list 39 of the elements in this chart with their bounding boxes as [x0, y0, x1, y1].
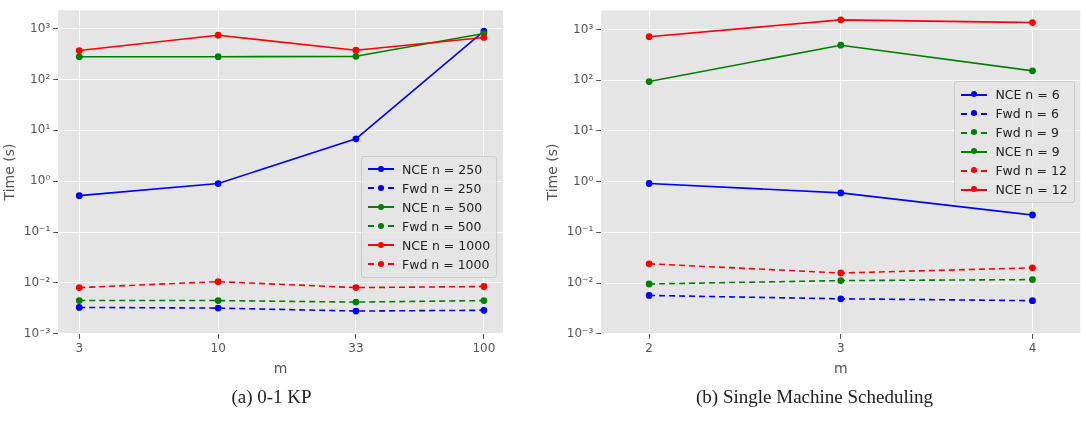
y-tick-label: 10³	[573, 21, 594, 36]
x-tick-label: 33	[348, 341, 364, 356]
legend-label: NCE n = 250	[402, 161, 483, 177]
legend-label: Fwd n = 250	[402, 180, 482, 196]
x-axis-title: m	[833, 360, 848, 377]
legend-label: Fwd n = 1000	[402, 256, 490, 272]
y-tick-label: 10²	[573, 72, 594, 87]
x-tick-label: 10	[210, 341, 226, 356]
y-tick-label: 10¹	[573, 123, 594, 138]
legend-label: NCE n = 12	[995, 182, 1068, 198]
y-axis-title: Time (s)	[544, 143, 561, 202]
y-tick-label: 10³	[30, 20, 51, 35]
y-tick-label: 10⁻¹	[566, 224, 594, 239]
y-tick-label: 10¹	[30, 122, 51, 137]
y-tick-label: 10⁻³	[23, 325, 51, 340]
legend-label: NCE n = 1000	[402, 237, 491, 253]
x-tick-label: 2	[645, 341, 653, 356]
y-tick-label: 10⁰	[573, 173, 594, 188]
text: (a) 0-1 KP	[230, 386, 313, 408]
y-tick-label: 10⁻³	[566, 325, 594, 340]
y-tick-label: 10⁰	[30, 173, 51, 188]
y-axis-title: Time (s)	[1, 143, 18, 202]
x-axis-title: m	[273, 360, 288, 377]
legend-label: Fwd n = 9	[995, 125, 1060, 141]
text: (b) Single Machine Scheduling	[695, 386, 934, 408]
legend-label: Fwd n = 6	[995, 106, 1060, 122]
y-tick-label: 10²	[30, 71, 51, 86]
x-tick-label: 100	[472, 341, 496, 356]
y-tick-label: 10⁻²	[23, 275, 51, 290]
y-tick-label: 10⁻²	[566, 275, 594, 290]
legend-label: Fwd n = 12	[995, 163, 1067, 179]
x-tick-label: 3	[836, 341, 845, 356]
legend-label: Fwd n = 500	[402, 218, 482, 234]
legend-label: NCE n = 500	[402, 199, 483, 215]
y-tick-label: 10⁻¹	[23, 224, 51, 239]
x-tick-label: 4	[1028, 341, 1037, 356]
legend-label: NCE n = 6	[995, 87, 1060, 103]
legend-label: NCE n = 9	[995, 144, 1060, 160]
x-tick-label: 3	[75, 341, 84, 356]
